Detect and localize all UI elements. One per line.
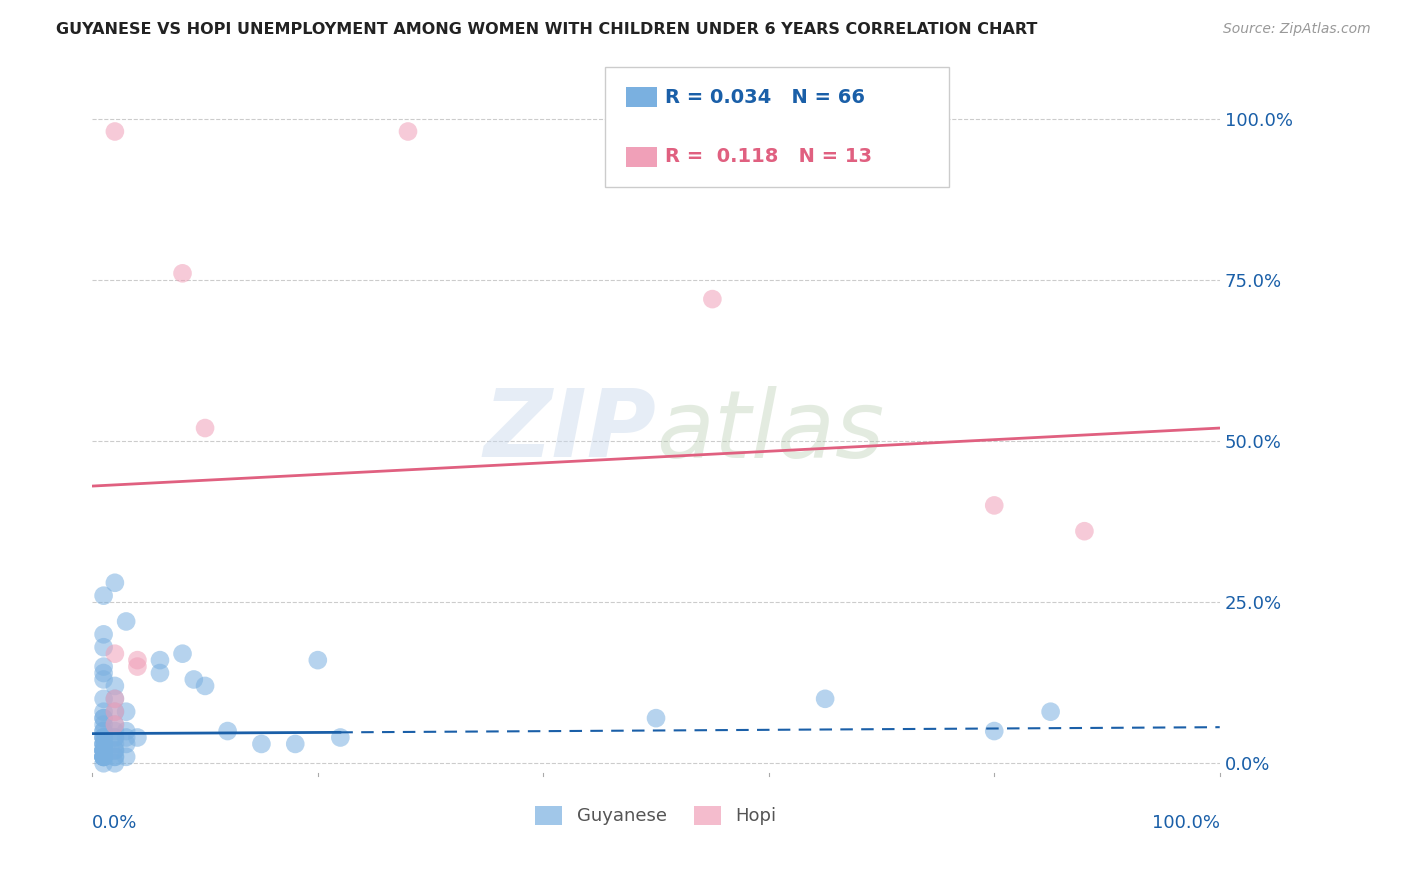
- Text: GUYANESE VS HOPI UNEMPLOYMENT AMONG WOMEN WITH CHILDREN UNDER 6 YEARS CORRELATIO: GUYANESE VS HOPI UNEMPLOYMENT AMONG WOME…: [56, 22, 1038, 37]
- Point: [115, 705, 138, 719]
- Point: [217, 724, 239, 739]
- Point: [104, 724, 127, 739]
- Point: [396, 124, 419, 138]
- Point: [93, 724, 115, 739]
- Point: [93, 711, 115, 725]
- Point: [104, 691, 127, 706]
- Point: [104, 705, 127, 719]
- Text: Source: ZipAtlas.com: Source: ZipAtlas.com: [1223, 22, 1371, 37]
- Point: [149, 653, 172, 667]
- Point: [329, 731, 352, 745]
- Point: [93, 749, 115, 764]
- Point: [307, 653, 329, 667]
- Point: [93, 743, 115, 757]
- Point: [172, 647, 194, 661]
- Text: 100.0%: 100.0%: [1152, 814, 1220, 832]
- Point: [104, 743, 127, 757]
- Point: [194, 421, 217, 435]
- Point: [93, 673, 115, 687]
- Point: [93, 589, 115, 603]
- Point: [104, 705, 127, 719]
- Point: [93, 705, 115, 719]
- Point: [93, 627, 115, 641]
- Point: [183, 673, 205, 687]
- Point: [104, 717, 127, 731]
- Point: [93, 731, 115, 745]
- Point: [1039, 705, 1062, 719]
- Legend: Guyanese, Hopi: Guyanese, Hopi: [529, 799, 785, 833]
- Point: [149, 666, 172, 681]
- Point: [93, 737, 115, 751]
- Point: [104, 731, 127, 745]
- Point: [93, 756, 115, 771]
- Point: [93, 737, 115, 751]
- Point: [104, 756, 127, 771]
- Text: ZIP: ZIP: [484, 385, 657, 477]
- Point: [93, 640, 115, 655]
- Point: [104, 749, 127, 764]
- Point: [93, 743, 115, 757]
- Point: [93, 737, 115, 751]
- Point: [104, 749, 127, 764]
- Point: [93, 749, 115, 764]
- Point: [104, 691, 127, 706]
- Point: [93, 731, 115, 745]
- Point: [284, 737, 307, 751]
- Text: atlas: atlas: [657, 385, 884, 476]
- Point: [93, 691, 115, 706]
- Point: [93, 749, 115, 764]
- Point: [104, 124, 127, 138]
- Point: [814, 691, 837, 706]
- Point: [1073, 524, 1095, 539]
- Point: [93, 743, 115, 757]
- Point: [93, 743, 115, 757]
- Point: [104, 575, 127, 590]
- Point: [104, 743, 127, 757]
- Point: [983, 499, 1005, 513]
- Text: 0.0%: 0.0%: [93, 814, 138, 832]
- Point: [127, 731, 149, 745]
- Point: [702, 292, 724, 306]
- Point: [983, 724, 1005, 739]
- Point: [104, 731, 127, 745]
- Point: [115, 724, 138, 739]
- Point: [104, 737, 127, 751]
- Point: [93, 731, 115, 745]
- Point: [127, 659, 149, 673]
- Point: [93, 749, 115, 764]
- Point: [104, 717, 127, 731]
- Point: [93, 749, 115, 764]
- Point: [194, 679, 217, 693]
- Point: [172, 266, 194, 280]
- Point: [93, 711, 115, 725]
- Point: [115, 737, 138, 751]
- Point: [127, 653, 149, 667]
- Point: [115, 731, 138, 745]
- Point: [250, 737, 273, 751]
- Point: [645, 711, 668, 725]
- Point: [104, 679, 127, 693]
- Point: [115, 749, 138, 764]
- Point: [93, 724, 115, 739]
- Point: [93, 743, 115, 757]
- Text: R = 0.034   N = 66: R = 0.034 N = 66: [665, 87, 865, 107]
- Point: [115, 615, 138, 629]
- Point: [93, 717, 115, 731]
- Point: [104, 647, 127, 661]
- Point: [93, 659, 115, 673]
- Text: R =  0.118   N = 13: R = 0.118 N = 13: [665, 147, 872, 167]
- Point: [93, 666, 115, 681]
- Point: [93, 749, 115, 764]
